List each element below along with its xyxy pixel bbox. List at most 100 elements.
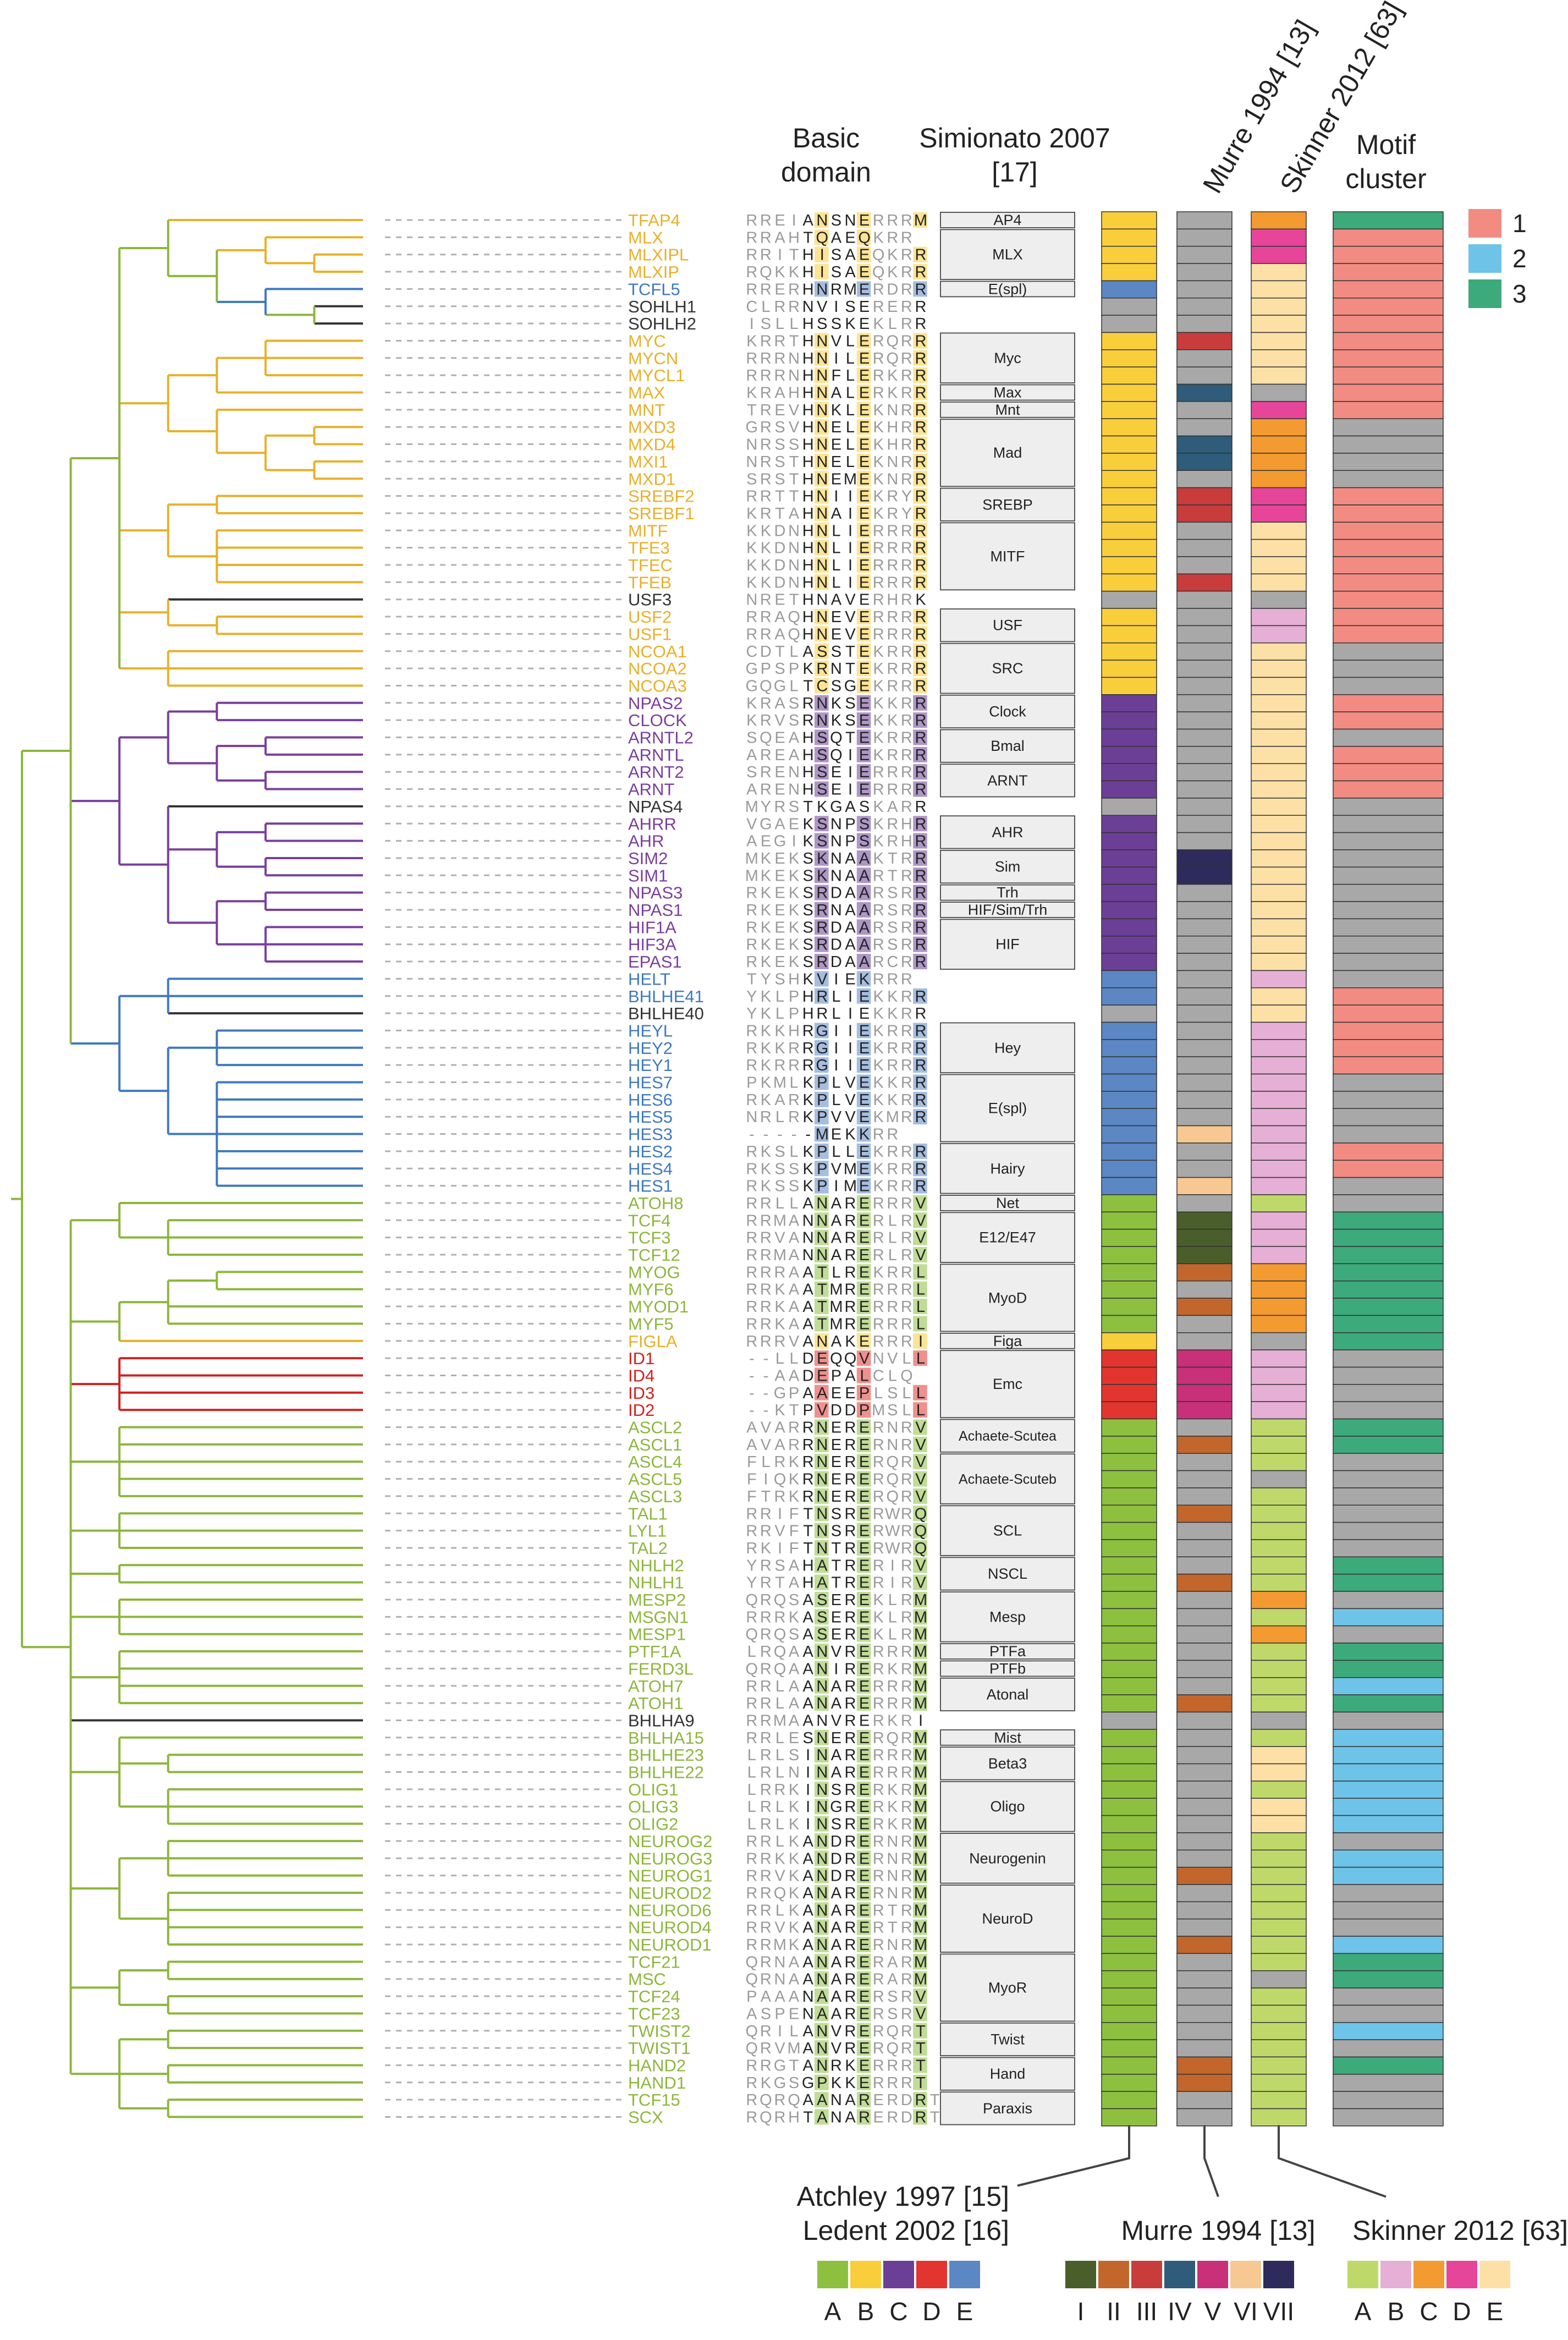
- gene-row: NCOA3 G Q G L T C S G E K R R R: [385, 676, 1444, 695]
- motif-legend-label: 2: [1512, 244, 1527, 273]
- residue: R: [746, 1212, 757, 1229]
- residue: M: [914, 1867, 927, 1885]
- residue-highlight: [856, 1057, 871, 1073]
- gene-row: ASCL3 F T R K R N E R E R Q R V: [385, 1487, 1444, 1506]
- residue: R: [760, 1971, 772, 1989]
- residue: R: [901, 402, 912, 419]
- residue: Q: [900, 1367, 913, 1385]
- residue: R: [901, 1246, 912, 1264]
- murre-cell: [1176, 1418, 1233, 1437]
- residue: R: [873, 1885, 884, 1902]
- residue: R: [887, 643, 898, 661]
- residue: S: [817, 746, 827, 764]
- gene-name: ATOH8: [628, 1194, 684, 1213]
- residue: R: [901, 1971, 912, 1989]
- basic-domain-header-2: domain: [781, 157, 871, 188]
- residue: S: [761, 2005, 771, 2023]
- residue-highlight: [815, 419, 829, 435]
- residue: R: [760, 229, 772, 246]
- gene-row: HELT T Y S H K V I E K R R R: [385, 969, 1444, 988]
- gene-name: HAND1: [628, 2073, 686, 2092]
- residue: R: [845, 1885, 856, 1902]
- gene-name: NPAS2: [628, 694, 683, 713]
- residue: S: [803, 902, 813, 919]
- gene-row: ARNT2 S R E N H S E I E R R R R: [385, 762, 1444, 782]
- residue: E: [859, 1143, 870, 1161]
- residue-highlight: [856, 729, 871, 745]
- residue: Q: [774, 1591, 786, 1609]
- skinner-cell: [1251, 660, 1307, 678]
- atchley-ledent-cell: [1101, 1004, 1157, 1023]
- motif-legend-swatch: [1468, 244, 1501, 273]
- residue: E: [859, 246, 870, 264]
- atchley-ledent-cell: [1101, 487, 1157, 506]
- residue: N: [816, 1936, 828, 1954]
- residue: Q: [830, 1350, 843, 1367]
- residue: M: [914, 212, 927, 229]
- residue: I: [778, 1540, 782, 1557]
- gene-row: SOHLH2 I S L L H S S K E K L R R: [385, 314, 1444, 333]
- subfamily-label: Paraxis: [983, 2100, 1032, 2117]
- residue: D: [802, 1350, 814, 1367]
- residue: N: [788, 540, 800, 557]
- residue: R: [760, 1833, 772, 1850]
- skinner-cell: [1251, 1108, 1307, 1127]
- residue: S: [817, 763, 827, 781]
- residue: R: [746, 2109, 757, 2127]
- ledent-label: Ledent 2002 [16]: [803, 2215, 1009, 2246]
- residue: E: [859, 1246, 870, 1264]
- residue: H: [802, 988, 814, 1006]
- gene-row: BHLHE40 Y K L P H R L I E K K R R: [385, 1004, 1444, 1023]
- residue: A: [831, 1764, 842, 1782]
- residue: R: [915, 643, 927, 661]
- gene-name: OLIG1: [628, 1780, 678, 1799]
- residue: P: [817, 1074, 827, 1092]
- residue: R: [760, 367, 772, 384]
- skinner-cell: [1251, 211, 1307, 230]
- gene-row: NHLH2 Y R S A H A T R E R I R V: [385, 1556, 1444, 1575]
- residue: R: [746, 2091, 757, 2109]
- residue: A: [789, 1367, 800, 1385]
- residue: K: [746, 384, 757, 402]
- motif-cluster-cell: [1333, 1849, 1444, 1868]
- residue-highlight: [913, 1264, 927, 1280]
- atchley-ledent-cell: [1101, 1711, 1157, 1730]
- residue: R: [915, 608, 927, 626]
- residue: R: [901, 2040, 912, 2057]
- residue: A: [789, 1643, 800, 1661]
- skinner-cell: [1251, 1418, 1307, 1437]
- residue-highlight: [913, 557, 927, 573]
- residue: R: [873, 1729, 884, 1747]
- residue: S: [859, 815, 870, 833]
- residue: R: [873, 919, 884, 936]
- residue-highlight: [913, 885, 927, 900]
- motif-cluster-cell: [1333, 780, 1444, 799]
- residue: R: [774, 332, 786, 350]
- residue: R: [901, 384, 912, 402]
- subfamily-box: AHR: [940, 815, 1075, 849]
- residue: K: [831, 695, 842, 712]
- residue-highlight: [913, 523, 927, 539]
- murre-cell: [1176, 1643, 1233, 1661]
- residue: S: [803, 919, 813, 936]
- skinner-cell: [1251, 2074, 1307, 2092]
- residue: R: [887, 1746, 898, 1764]
- skinner-cell: [1251, 1781, 1307, 1799]
- motif-cluster-cell: [1333, 1073, 1444, 1092]
- atchley-ledent-cell: [1101, 1729, 1157, 1747]
- residue: E: [859, 1471, 870, 1488]
- residue: K: [789, 1867, 800, 1885]
- murre-cell: [1176, 1539, 1233, 1558]
- skinner-cell: [1251, 1004, 1307, 1023]
- residue: R: [887, 608, 898, 626]
- residue: R: [845, 1746, 856, 1764]
